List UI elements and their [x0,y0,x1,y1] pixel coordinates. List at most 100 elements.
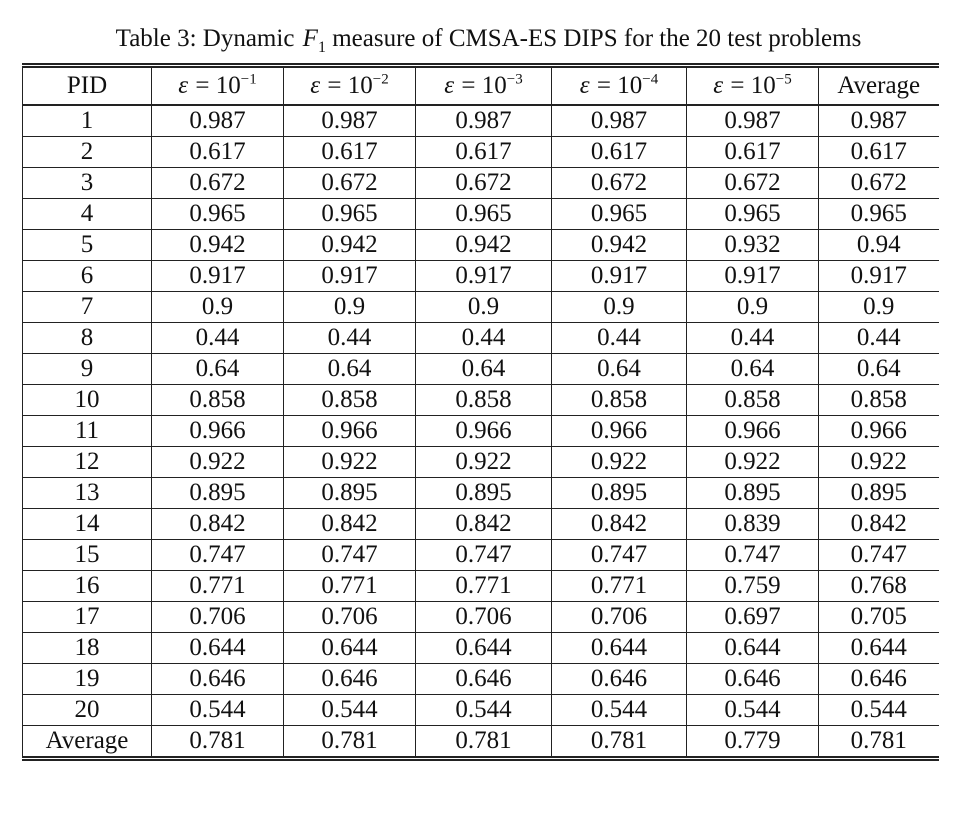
value-cell: 0.966 [551,415,687,447]
value-cell: 0.706 [151,601,284,633]
value-cell: 0.644 [415,632,552,664]
value-cell: 0.781 [283,725,416,759]
table-row: 4 0.965 0.965 0.965 0.965 0.965 0.965 [22,198,939,230]
value-cell: 0.544 [415,694,552,726]
value-cell: 0.646 [415,663,552,695]
value-cell: 0.672 [283,167,416,199]
epsilon-symbol: ε [310,72,321,99]
epsilon-base: = 10 [321,72,373,99]
column-header-eps-3: ε = 10−3 [415,65,552,106]
table-row: 1 0.987 0.987 0.987 0.987 0.987 0.987 [22,105,939,137]
pid-cell: 19 [22,663,152,695]
table-row: 6 0.917 0.917 0.917 0.917 0.917 0.917 [22,260,939,292]
pid-cell: 8 [22,322,152,354]
value-cell: 0.858 [283,384,416,416]
table-row: 3 0.672 0.672 0.672 0.672 0.672 0.672 [22,167,939,199]
value-cell: 0.544 [151,694,284,726]
pid-header-label: PID [66,72,108,99]
value-cell: 0.965 [686,198,819,230]
value-cell: 0.64 [551,353,687,385]
column-header-average: Average [818,65,939,106]
value-cell: 0.987 [818,105,939,137]
value-cell: 0.966 [818,415,939,447]
value-cell: 0.44 [818,322,939,354]
value-cell: 0.922 [818,446,939,478]
value-cell: 0.966 [151,415,284,447]
value-cell: 0.697 [686,601,819,633]
table-row: 15 0.747 0.747 0.747 0.747 0.747 0.747 [22,539,939,571]
pid-cell: 3 [22,167,152,199]
value-cell: 0.747 [283,539,416,571]
value-cell: 0.917 [283,260,416,292]
table-caption: Table 3: Dynamic F1 measure of CMSA-ES D… [0,24,977,56]
value-cell: 0.771 [151,570,284,602]
value-cell: 0.747 [686,539,819,571]
pid-cell: 9 [22,353,152,385]
value-cell: 0.966 [283,415,416,447]
value-cell: 0.672 [686,167,819,199]
value-cell: 0.94 [818,229,939,261]
pid-cell: 1 [22,105,152,137]
value-cell: 0.917 [151,260,284,292]
value-cell: 0.706 [283,601,416,633]
value-cell: 0.646 [818,663,939,695]
value-cell: 0.646 [283,663,416,695]
average-header-label: Average [837,72,921,99]
value-cell: 0.64 [151,353,284,385]
value-cell: 0.922 [551,446,687,478]
value-cell: 0.895 [415,477,552,509]
value-cell: 0.747 [551,539,687,571]
epsilon-base: = 10 [455,72,507,99]
column-header-eps-4: ε = 10−4 [551,65,687,106]
value-cell: 0.759 [686,570,819,602]
value-cell: 0.544 [686,694,819,726]
pid-cell: 12 [22,446,152,478]
value-cell: 0.706 [415,601,552,633]
value-cell: 0.895 [551,477,687,509]
value-cell: 0.922 [686,446,819,478]
pid-cell: 11 [22,415,152,447]
value-cell: 0.544 [551,694,687,726]
caption-text-before: Dynamic [196,25,301,52]
table-row: Average 0.781 0.781 0.781 0.781 0.779 0.… [22,725,939,759]
value-cell: 0.842 [283,508,416,540]
value-cell: 0.644 [151,632,284,664]
value-cell: 0.942 [283,229,416,261]
value-cell: 0.644 [551,632,687,664]
column-header-eps-2: ε = 10−2 [283,65,416,106]
results-table: PID ε = 10−1 ε = 10−2 ε = 10−3 ε = 10−4 … [22,63,939,761]
value-cell: 0.617 [818,136,939,168]
column-header-eps-5: ε = 10−5 [686,65,819,106]
epsilon-base: = 10 [724,72,776,99]
epsilon-base: = 10 [189,72,241,99]
value-cell: 0.842 [415,508,552,540]
value-cell: 0.858 [818,384,939,416]
table-row: 13 0.895 0.895 0.895 0.895 0.895 0.895 [22,477,939,509]
f1-subscript: 1 [317,39,326,56]
pid-cell: 15 [22,539,152,571]
value-cell: 0.9 [151,291,284,323]
value-cell: 0.895 [818,477,939,509]
value-cell: 0.646 [151,663,284,695]
value-cell: 0.44 [415,322,552,354]
table-row: 7 0.9 0.9 0.9 0.9 0.9 0.9 [22,291,939,323]
epsilon-exponent: −5 [775,71,792,88]
column-header-pid: PID [22,65,152,106]
table-row: 16 0.771 0.771 0.771 0.771 0.759 0.768 [22,570,939,602]
value-cell: 0.617 [551,136,687,168]
value-cell: 0.771 [551,570,687,602]
pid-cell: 6 [22,260,152,292]
caption-text-after: measure of CMSA-ES DIPS for the 20 test … [325,25,862,52]
value-cell: 0.617 [415,136,552,168]
epsilon-exponent: −4 [642,71,659,88]
value-cell: 0.706 [551,601,687,633]
header-row: PID ε = 10−1 ε = 10−2 ε = 10−3 ε = 10−4 … [22,65,939,106]
pid-cell: 16 [22,570,152,602]
value-cell: 0.917 [551,260,687,292]
value-cell: 0.966 [686,415,819,447]
table-row: 8 0.44 0.44 0.44 0.44 0.44 0.44 [22,322,939,354]
value-cell: 0.965 [551,198,687,230]
value-cell: 0.64 [283,353,416,385]
epsilon-symbol: ε [444,72,455,99]
table-row: 18 0.644 0.644 0.644 0.644 0.644 0.644 [22,632,939,664]
